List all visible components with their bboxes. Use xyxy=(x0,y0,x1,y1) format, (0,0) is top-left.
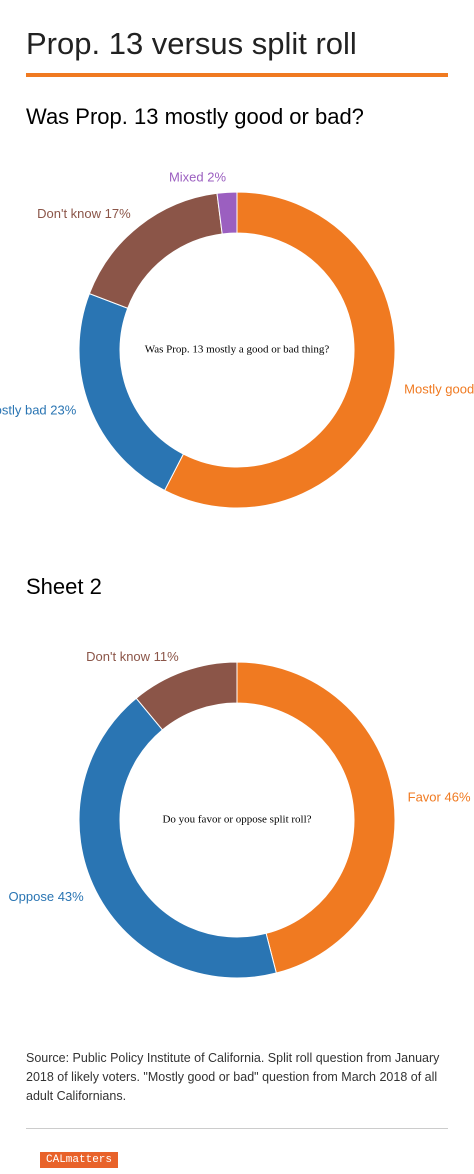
slice-label: Don't know 11% xyxy=(86,650,179,665)
donut-slice xyxy=(135,661,238,731)
value-label: 43% xyxy=(58,890,84,905)
value-label: 17% xyxy=(105,206,131,221)
slice-label: Mostly bad 23% xyxy=(0,403,77,418)
value-label: 23% xyxy=(50,403,76,418)
center-label: Was Prop. 13 mostly a good or bad thing? xyxy=(145,344,330,356)
value-label: 11% xyxy=(154,650,179,665)
category-label: Don't know xyxy=(86,650,151,665)
center-label: Do you favor or oppose split roll? xyxy=(162,814,311,826)
page-title: Prop. 13 versus split roll xyxy=(26,26,357,61)
value-label: 2% xyxy=(207,170,226,185)
footer-rule xyxy=(26,1128,448,1129)
donut-slice xyxy=(236,661,396,974)
category-label: Mostly bad xyxy=(0,403,47,418)
chart-title: Sheet 2 xyxy=(26,574,102,599)
slice-label: Favor 46% xyxy=(408,790,471,805)
category-label: Mostly good xyxy=(404,382,474,397)
donut-slice xyxy=(78,697,277,979)
donut-slice xyxy=(216,191,238,235)
chart: Was Prop. 13 mostly good or bad? Mostly g… xyxy=(0,104,474,509)
source-note: Source: Public Policy Institute of Calif… xyxy=(26,1051,440,1103)
slice-label: Don't know 17% xyxy=(37,206,131,221)
category-label: Oppose xyxy=(9,890,55,905)
category-label: Don't know xyxy=(37,206,102,221)
chart: Sheet 2 Favor 46% Oppose 43% Don't know 11%… xyxy=(9,574,471,979)
category-label: Favor xyxy=(408,790,442,805)
slice-label: Mixed 2% xyxy=(169,170,227,185)
slice-label: Mostly good 57% xyxy=(404,382,474,397)
chart-title: Was Prop. 13 mostly good or bad? xyxy=(26,104,364,129)
logo: CALmatters xyxy=(40,1152,119,1168)
slice-label: Oppose 43% xyxy=(9,890,85,905)
value-label: 46% xyxy=(445,790,471,805)
category-label: Mixed xyxy=(169,170,204,185)
donut-slice xyxy=(78,292,185,492)
title-rule xyxy=(26,73,448,77)
donut-slice xyxy=(163,191,396,509)
